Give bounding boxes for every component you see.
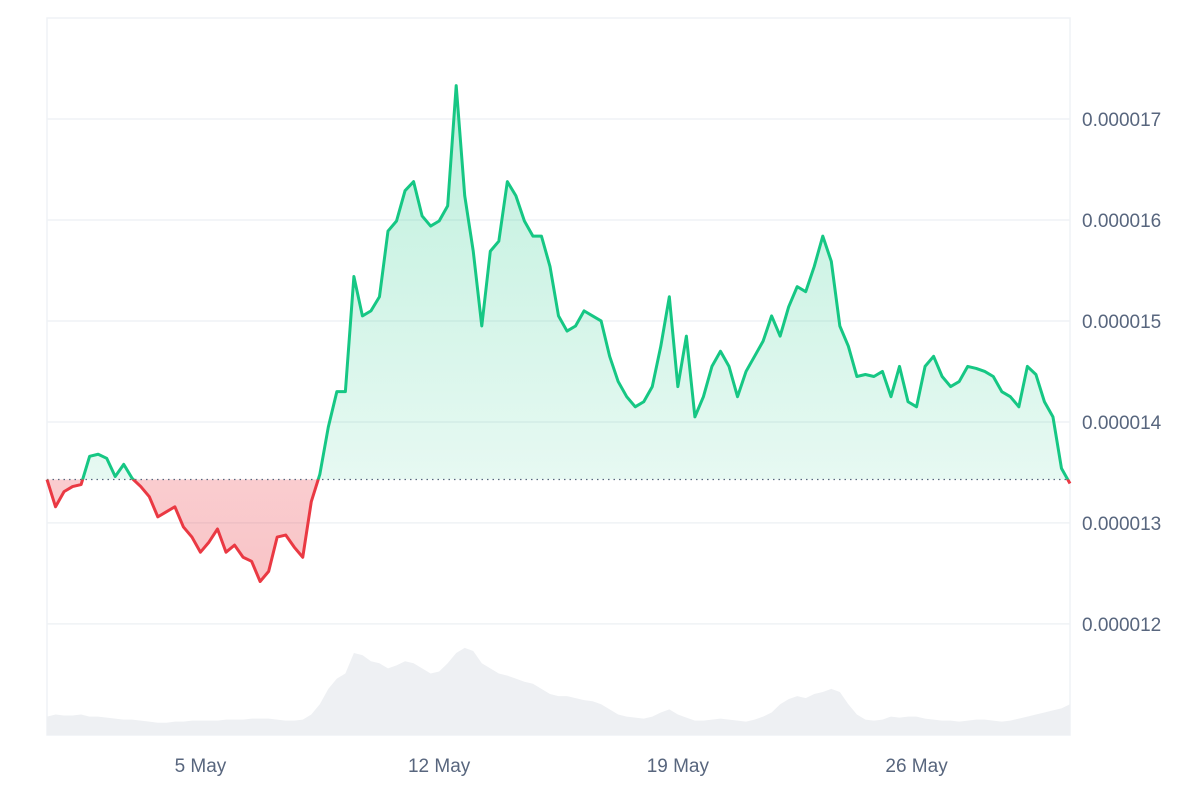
x-tick-label: 12 May bbox=[408, 756, 471, 777]
x-tick-label: 26 May bbox=[885, 756, 948, 777]
y-tick-label: 0.000015 bbox=[1082, 312, 1161, 333]
y-tick-label: 0.000017 bbox=[1082, 110, 1161, 131]
area-up bbox=[82, 85, 1068, 480]
y-tick-label: 0.000016 bbox=[1082, 211, 1161, 232]
price-line-down bbox=[45, 479, 1072, 584]
y-tick-label: 0.000014 bbox=[1082, 413, 1162, 434]
x-tick-label: 19 May bbox=[647, 756, 710, 777]
volume-area bbox=[47, 647, 1070, 735]
y-tick-label: 0.000012 bbox=[1082, 615, 1161, 636]
price-line-up bbox=[47, 84, 1070, 480]
x-tick-label: 5 May bbox=[175, 756, 227, 777]
y-tick-label: 0.000013 bbox=[1082, 514, 1161, 535]
